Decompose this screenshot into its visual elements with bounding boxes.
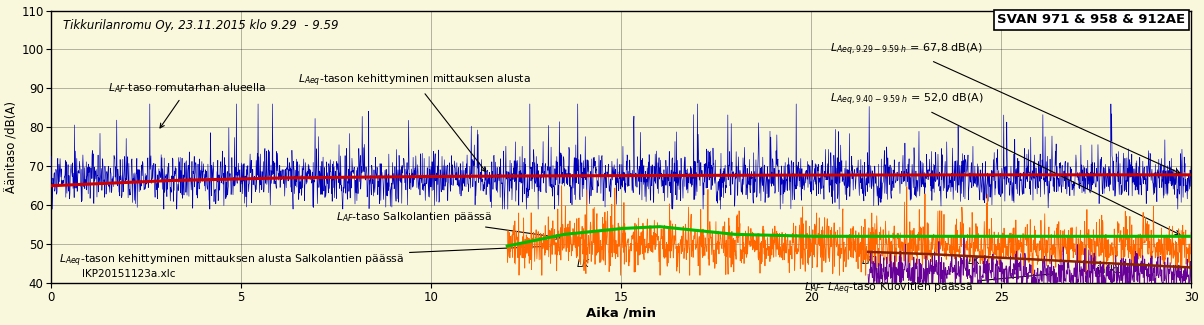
Text: SVAN 971 & 958 & 912AE: SVAN 971 & 958 & 912AE <box>997 13 1186 26</box>
Text: $LK$: $LK$ <box>861 254 875 266</box>
Text: jatkuu: jatkuu <box>1096 265 1129 275</box>
Text: $L_{Aeq}$-tason kehittyminen mittauksen alusta Salkolantien päässä: $L_{Aeq}$-tason kehittyminen mittauksen … <box>59 244 549 269</box>
Text: $L_{Aeq,9.29-9.59\ h}$ = 67,8 dB(A): $L_{Aeq,9.29-9.59\ h}$ = 67,8 dB(A) <box>830 41 1180 173</box>
Text: $L_{AF}$- $L_{Aeq}$-taso Kuovitien päässä: $L_{AF}$- $L_{Aeq}$-taso Kuovitien pääss… <box>803 272 1054 297</box>
Text: $LK$: $LK$ <box>967 254 982 266</box>
Text: $L_{AF}$-taso romutarhan alueella: $L_{AF}$-taso romutarhan alueella <box>108 82 266 128</box>
Text: Tikkurilanromu Oy, 23.11.2015 klo 9.29  - 9.59: Tikkurilanromu Oy, 23.11.2015 klo 9.29 -… <box>63 19 338 32</box>
X-axis label: Aika /min: Aika /min <box>586 306 656 319</box>
Text: $L_{Aeq}$-tason kehittyminen mittauksen alusta: $L_{Aeq}$-tason kehittyminen mittauksen … <box>299 72 531 172</box>
Text: $LK$: $LK$ <box>576 257 591 269</box>
Text: $L_{Aeq,9.40-9.59\ h}$ = 52,0 dB(A): $L_{Aeq,9.40-9.59\ h}$ = 52,0 dB(A) <box>830 92 1180 235</box>
Text: IKP20151123a.xlc: IKP20151123a.xlc <box>82 269 176 279</box>
Text: $L_{AF}$-taso Salkolantien päässä: $L_{AF}$-taso Salkolantien päässä <box>336 210 560 239</box>
Y-axis label: Äänitaso /dB(A): Äänitaso /dB(A) <box>6 101 18 193</box>
